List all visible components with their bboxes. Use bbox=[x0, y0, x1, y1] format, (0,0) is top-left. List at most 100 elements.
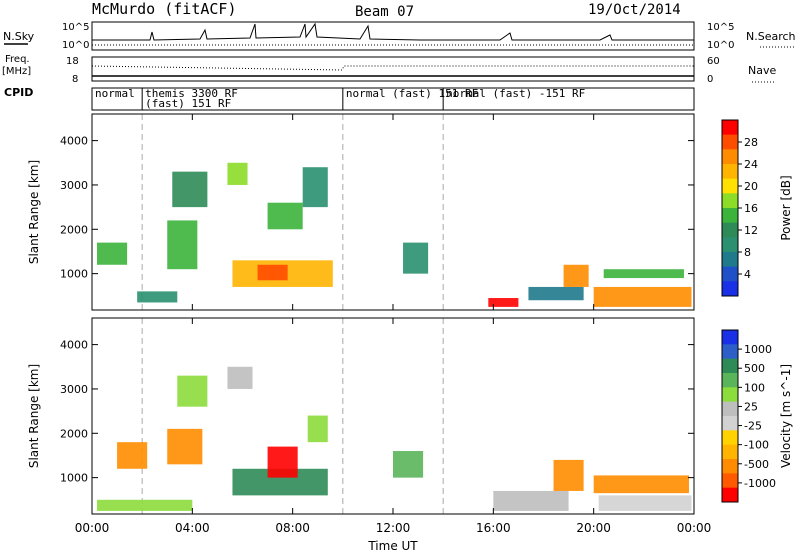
echo-region bbox=[488, 298, 519, 307]
colorbar-swatch bbox=[722, 178, 738, 194]
station-title: McMurdo (fitACF) bbox=[92, 0, 237, 18]
echo-region bbox=[137, 291, 178, 303]
colorbar-swatch bbox=[722, 222, 738, 238]
echo-region bbox=[302, 167, 328, 208]
x-tick-label: 00:00 bbox=[677, 521, 712, 535]
colorbar-swatch bbox=[722, 416, 738, 431]
nsky-trace bbox=[92, 22, 694, 41]
colorbar-swatch bbox=[722, 358, 738, 374]
noise-strip: N.Sky 10^5 10^0 N.Search 10^5 10^0 bbox=[3, 21, 796, 51]
echo-region bbox=[267, 202, 303, 230]
echo-region bbox=[493, 490, 569, 511]
colorbar-swatch bbox=[722, 237, 738, 253]
colorbar-swatch bbox=[722, 444, 738, 460]
y-tick-label: 3000 bbox=[60, 179, 88, 192]
colorbar-swatch bbox=[722, 459, 738, 474]
colorbar-swatch bbox=[722, 134, 738, 150]
colorbar-label: Power [dB] bbox=[779, 175, 793, 240]
freq-tick-low: 8 bbox=[72, 74, 78, 85]
power-panel: 1000 2000 3000 4000 Slant Range [km] bbox=[27, 113, 695, 311]
colorbar-tick-label: 24 bbox=[744, 158, 758, 171]
colorbar-tick-label: 25 bbox=[744, 400, 758, 413]
colorbar-tick-label: 16 bbox=[744, 202, 758, 215]
echo-region bbox=[267, 446, 298, 478]
cpid-strip: CPID normal themis 3300 RF(fast) 151 RF no… bbox=[4, 86, 695, 111]
colorbar-swatch bbox=[722, 430, 738, 446]
colorbar-tick-label: 500 bbox=[744, 362, 765, 375]
echo-region bbox=[167, 220, 198, 270]
colorbar-swatch bbox=[722, 164, 738, 180]
echo-region bbox=[257, 264, 288, 281]
freq-strip: Freq. [MHz] 18 8 Nave 60 0 bbox=[2, 54, 776, 85]
colorbar-tick-label: 1000 bbox=[744, 343, 772, 356]
echo-region bbox=[593, 475, 689, 494]
y-tick-label: 3000 bbox=[60, 383, 88, 396]
colorbar-swatch bbox=[722, 266, 738, 282]
echo-region bbox=[227, 162, 248, 185]
freq-unit: [MHz] bbox=[2, 66, 31, 77]
nave-trace bbox=[91, 65, 694, 71]
colorbar-tick-label: -25 bbox=[744, 420, 762, 433]
y-tick-label: 2000 bbox=[60, 427, 88, 440]
colorbar-tick-label: 100 bbox=[744, 381, 765, 394]
nsearch-tick-low: 10^0 bbox=[707, 40, 734, 51]
echo-region bbox=[172, 171, 208, 208]
cpid-label: CPID bbox=[4, 86, 33, 99]
echo-region bbox=[593, 286, 692, 307]
nave-label: Nave bbox=[748, 64, 776, 77]
colorbar-label: Velocity [m s^-1] bbox=[779, 364, 793, 468]
echo-region bbox=[167, 428, 203, 465]
y-axis-label: Slant Range [km] bbox=[27, 364, 41, 468]
beam-title: Beam 07 bbox=[355, 4, 414, 20]
colorbar-tick-label: -100 bbox=[744, 439, 769, 452]
echo-region bbox=[117, 442, 148, 469]
date-title: 19/Oct/2014 bbox=[588, 2, 681, 18]
echo-region bbox=[97, 499, 193, 511]
colorbar-swatch bbox=[722, 120, 738, 136]
y-axis-label: Slant Range [km] bbox=[27, 160, 41, 264]
colorbar-swatch bbox=[722, 401, 738, 417]
nsky-label: N.Sky bbox=[3, 30, 35, 43]
nsearch-tick-high: 10^5 bbox=[707, 22, 734, 33]
colorbar-swatch bbox=[722, 252, 738, 268]
x-tick-label: 00:00 bbox=[75, 521, 110, 535]
colorbar-swatch bbox=[722, 281, 738, 297]
colorbar-swatch bbox=[722, 344, 738, 360]
echo-region bbox=[528, 286, 584, 301]
y-tick-label: 4000 bbox=[60, 135, 88, 148]
y-tick-label: 1000 bbox=[60, 472, 88, 485]
echo-region bbox=[598, 495, 692, 511]
plot-background bbox=[92, 114, 694, 310]
colorbar-swatch bbox=[722, 149, 738, 165]
colorbar-tick-label: 20 bbox=[744, 180, 758, 193]
cpid-segment-label: (fast) 151 RF bbox=[145, 97, 231, 110]
x-tick-label: 20:00 bbox=[576, 521, 611, 535]
nsky-tick-high: 10^5 bbox=[62, 22, 89, 33]
x-tick-label: 04:00 bbox=[175, 521, 210, 535]
colorbar-tick-label: 8 bbox=[744, 246, 751, 259]
colorbar-tick-label: -500 bbox=[744, 458, 769, 471]
colorbar-tick-label: 28 bbox=[744, 136, 758, 149]
cpid-segment-label: normal (fast) 151 RF bbox=[346, 87, 478, 100]
cpid-segment-label: normal bbox=[95, 87, 135, 100]
y-tick-label: 1000 bbox=[60, 268, 88, 281]
echo-region bbox=[97, 242, 128, 265]
freq-label: Freq. bbox=[5, 54, 30, 65]
colorbar-swatch bbox=[722, 473, 738, 489]
nave-tick-high: 60 bbox=[707, 56, 720, 67]
echo-region bbox=[563, 264, 589, 287]
echo-region bbox=[227, 366, 253, 389]
colorbar-swatch bbox=[722, 330, 738, 345]
echo-region bbox=[307, 415, 328, 443]
echo-region bbox=[403, 242, 429, 274]
x-tick-label: 08:00 bbox=[275, 521, 310, 535]
echo-region bbox=[603, 269, 684, 279]
cpid-segment-label: normal (fast) -151 RF bbox=[446, 87, 585, 100]
colorbar-swatch bbox=[722, 193, 738, 209]
colorbar-swatch bbox=[722, 208, 738, 224]
echo-region bbox=[553, 459, 584, 491]
power-colorbar: 28 24 20 16 12 8 4 Power [dB] bbox=[721, 119, 793, 297]
colorbar-tick-label: -1000 bbox=[744, 477, 776, 490]
colorbar-tick-label: 4 bbox=[744, 268, 751, 281]
